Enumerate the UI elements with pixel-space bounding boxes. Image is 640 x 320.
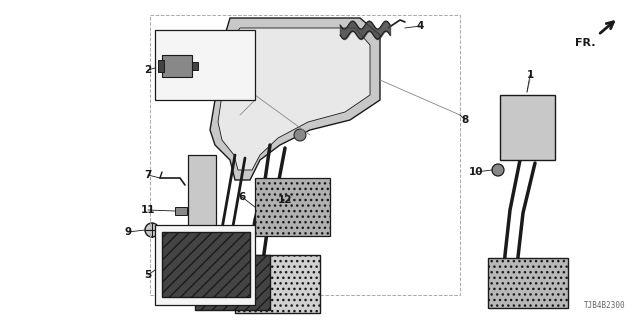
Bar [162, 232, 250, 297]
Circle shape [145, 223, 159, 237]
Text: 12: 12 [278, 195, 292, 205]
Bar [255, 178, 330, 236]
Text: 9: 9 [124, 227, 132, 237]
Circle shape [172, 61, 182, 71]
Circle shape [534, 134, 546, 146]
Circle shape [512, 109, 524, 121]
Bar [192, 62, 198, 70]
Bar [195, 255, 270, 310]
Text: 6: 6 [238, 192, 246, 202]
Polygon shape [210, 18, 380, 180]
Circle shape [492, 164, 504, 176]
Circle shape [195, 198, 209, 212]
Circle shape [294, 129, 306, 141]
Bar [500, 95, 555, 160]
Text: 3: 3 [218, 68, 226, 78]
Circle shape [250, 47, 266, 63]
Text: 4: 4 [416, 21, 424, 31]
Bar [158, 60, 164, 72]
Text: 11: 11 [141, 205, 156, 215]
Bar [150, 15, 460, 295]
Bar [175, 207, 187, 215]
Polygon shape [218, 28, 370, 170]
Circle shape [302, 192, 308, 198]
Text: 1: 1 [526, 70, 534, 80]
Bar [155, 30, 255, 100]
Text: 10: 10 [468, 167, 483, 177]
Circle shape [195, 168, 209, 182]
Bar [188, 155, 216, 255]
Circle shape [534, 109, 546, 121]
Bar [235, 255, 320, 313]
Bar [162, 55, 192, 77]
Circle shape [254, 99, 266, 111]
Bar [155, 225, 255, 305]
Circle shape [298, 188, 312, 202]
Text: FR.: FR. [575, 38, 596, 48]
Circle shape [332, 47, 348, 63]
Text: 3: 3 [218, 38, 226, 48]
Text: 5: 5 [145, 270, 152, 280]
Text: 7: 7 [144, 170, 152, 180]
Circle shape [512, 134, 524, 146]
Circle shape [334, 99, 346, 111]
Bar [488, 258, 568, 308]
Circle shape [195, 228, 209, 242]
Text: 2: 2 [145, 65, 152, 75]
Text: TJB4B2300: TJB4B2300 [584, 301, 625, 310]
Text: 8: 8 [461, 115, 468, 125]
